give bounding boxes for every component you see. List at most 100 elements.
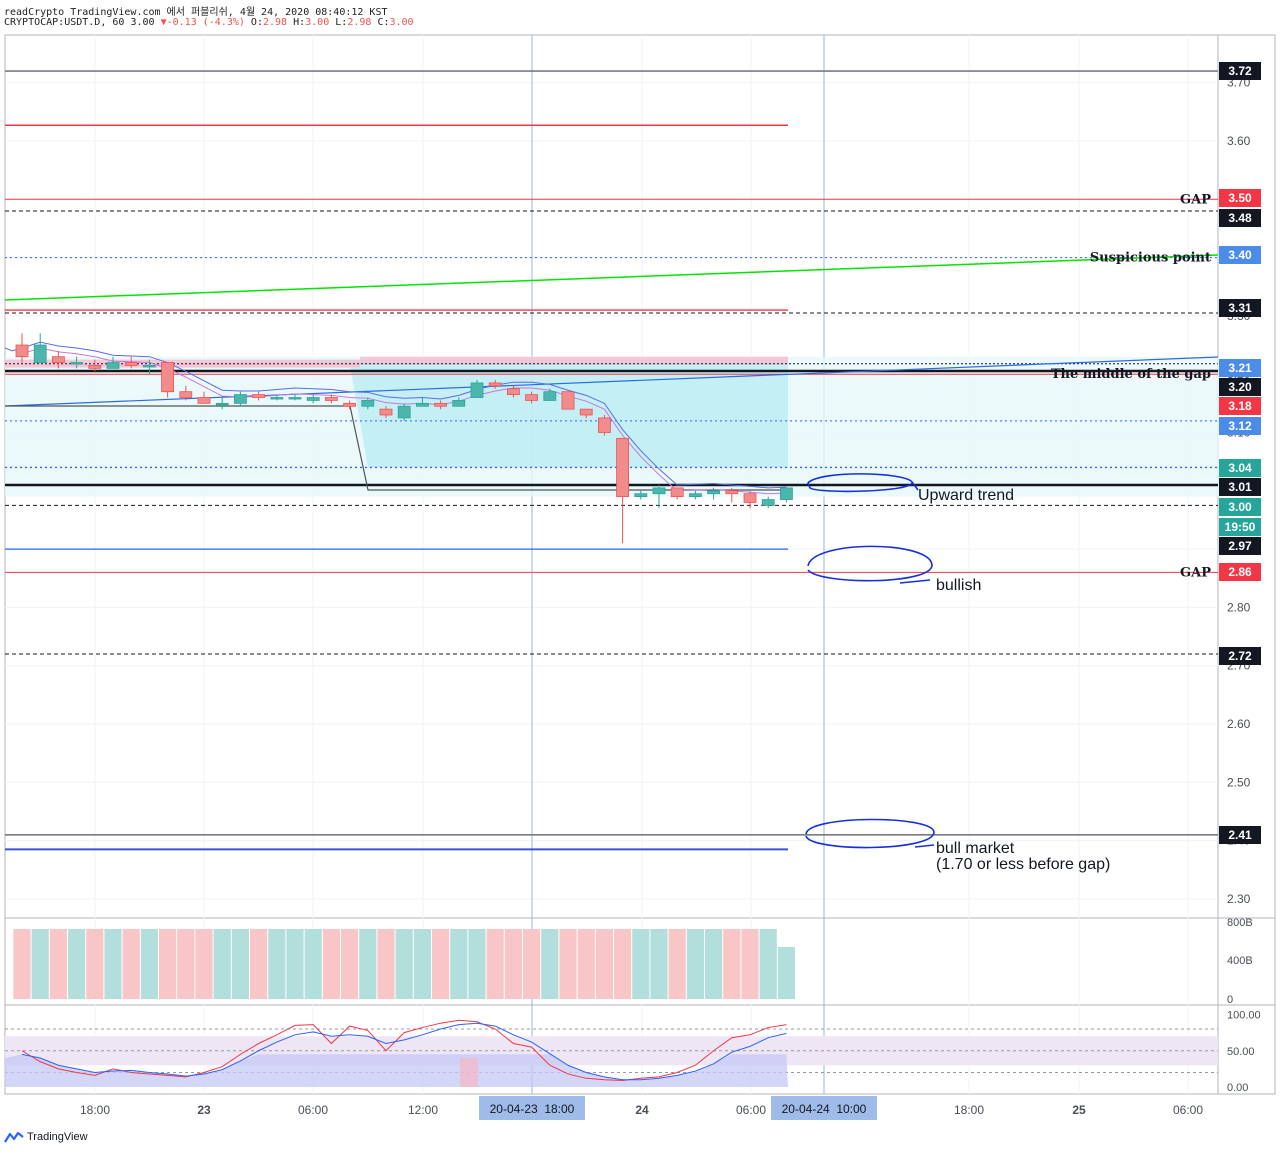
volume-bar — [31, 929, 49, 999]
time-axis: 18:00 23 06:00 12:00 24 06:00 18:00 25 06:00 20-0… — [80, 1096, 1203, 1120]
high-value: 3.00 — [305, 17, 330, 28]
candle — [270, 394, 284, 401]
candle — [652, 484, 666, 509]
price-label-text: 3.48 — [1228, 211, 1252, 225]
candle-body — [415, 402, 429, 407]
price-label: 3.01 — [1219, 478, 1261, 496]
price-label-box — [1219, 299, 1261, 317]
candle-body — [142, 365, 156, 368]
volume-bar — [559, 929, 577, 999]
x-tick-label: 23 — [197, 1103, 211, 1117]
volume-bar — [777, 947, 795, 999]
rsi-line — [21, 1019, 787, 1081]
price-label-box — [1219, 378, 1261, 396]
time-highlight-text: 20-04-23 18:00 — [490, 1102, 575, 1116]
volume-bar — [468, 929, 486, 999]
volume-bar — [250, 929, 268, 999]
candle-body — [233, 394, 247, 404]
candle-body — [634, 493, 648, 498]
candle — [197, 391, 211, 404]
price-label-text: 3.01 — [1228, 480, 1252, 494]
candle — [707, 487, 720, 500]
candle — [415, 397, 429, 407]
price-label-box — [1219, 563, 1261, 581]
price-label: 2.72 — [1219, 647, 1261, 665]
volume-bar — [523, 929, 541, 999]
price-label-box — [1219, 498, 1261, 516]
price-label-text: 3.72 — [1228, 64, 1252, 78]
volume-bar — [413, 929, 431, 999]
time-highlight: 20-04-23 18:00 — [479, 1096, 585, 1120]
candle — [743, 490, 757, 509]
annotation-label: (1.70 or less before gap) — [936, 856, 1110, 873]
rsi-pane — [5, 1019, 1218, 1087]
candle-body — [780, 487, 793, 500]
price-label: 3.48 — [1219, 209, 1261, 227]
price-label-box — [1219, 459, 1261, 477]
candle-body — [579, 408, 593, 416]
price-label: 3.31 — [1219, 299, 1261, 317]
volume-bar — [432, 929, 450, 999]
y-tick-label: 2.60 — [1227, 717, 1251, 731]
rsi-highlight — [460, 1058, 478, 1087]
volume-bar — [614, 929, 632, 999]
high-label: H: — [293, 17, 306, 28]
volume-bar — [86, 929, 104, 999]
x-tick-label: 12:00 — [408, 1103, 438, 1117]
pink-band — [360, 356, 788, 365]
moving-average — [4, 341, 787, 489]
rsi-tick-label: 0.00 — [1227, 1082, 1248, 1094]
volume-bar — [632, 929, 650, 999]
brand-name[interactable]: TradingView — [27, 1131, 88, 1143]
candle-body — [179, 391, 193, 398]
volume-bar — [13, 929, 31, 999]
x-tick-label: 18:00 — [954, 1103, 984, 1117]
price-label: 2.41 — [1219, 826, 1261, 844]
ichimoku-cloud — [5, 359, 788, 468]
base-line — [5, 405, 790, 491]
candle-body — [761, 499, 775, 506]
footer: TradingView — [4, 1131, 88, 1143]
candle — [616, 437, 629, 544]
price-label: 3.18 — [1219, 397, 1261, 415]
price-label: 2.86 — [1219, 563, 1261, 581]
volume-bar — [595, 929, 613, 999]
candle — [634, 490, 648, 500]
price-label: 3.20 — [1219, 378, 1261, 396]
volume-bar — [268, 929, 286, 999]
volume-bar — [723, 929, 741, 999]
x-tick-label: 06:00 — [736, 1103, 766, 1117]
price-label-text: 2.97 — [1228, 539, 1252, 553]
price-label-box — [1219, 826, 1261, 844]
price-label-box — [1219, 189, 1261, 207]
volume-bar — [122, 929, 140, 999]
candle — [288, 394, 302, 401]
candle-body — [725, 490, 739, 495]
price-axis: 3.703.603.503.403.303.203.103.002.902.80… — [1219, 62, 1261, 1094]
volume-bar — [577, 929, 595, 999]
time-highlight-box — [479, 1096, 585, 1120]
price-label: 3.00 — [1219, 498, 1261, 516]
candle-body — [52, 356, 65, 363]
candle-body — [161, 362, 175, 393]
price-label-box — [1219, 359, 1261, 377]
candle — [579, 408, 593, 418]
price-label-text: 2.86 — [1228, 565, 1252, 579]
price-label: 2.97 — [1219, 537, 1261, 555]
candle-body — [397, 405, 411, 419]
candle-body — [707, 490, 720, 495]
price-label-text: 3.31 — [1228, 301, 1252, 315]
price-label: 3.72 — [1219, 62, 1261, 80]
price-label-text: 2.72 — [1228, 649, 1252, 663]
candle-body — [598, 417, 611, 433]
volume-bar — [686, 929, 704, 999]
candle-body — [434, 402, 448, 407]
volume-bar — [140, 929, 158, 999]
volume-tick-label: 800B — [1227, 917, 1253, 929]
price-label-box — [1219, 518, 1261, 536]
candle — [725, 487, 739, 503]
price-label-text: 3.18 — [1228, 399, 1252, 413]
annotation-label: Suspicious point — [1090, 251, 1211, 266]
volume-bar — [104, 929, 122, 999]
